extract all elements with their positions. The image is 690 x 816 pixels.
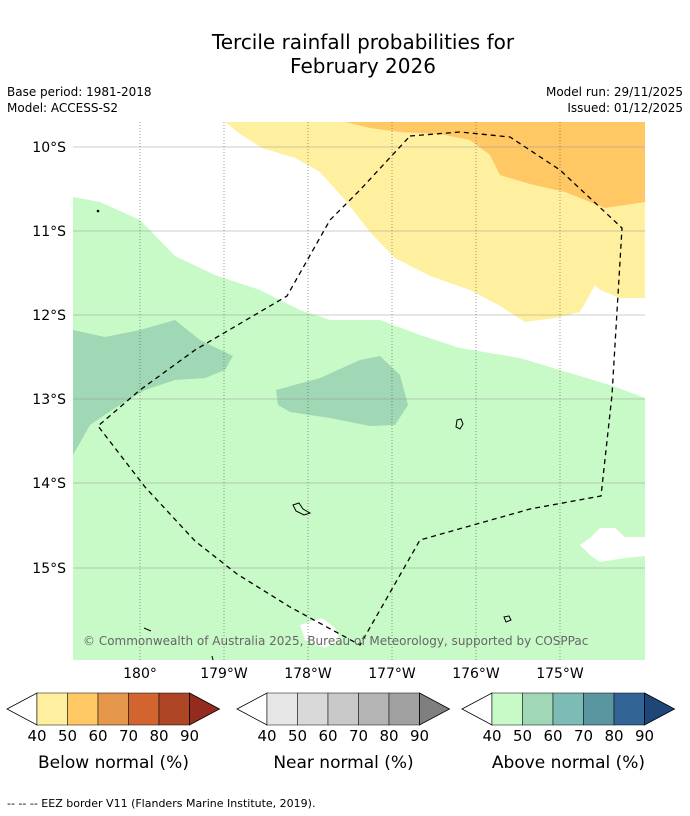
lat-label-10s: 10°S — [32, 140, 66, 156]
meta-right: Model run: 29/11/2025 Issued: 01/12/2025 — [546, 84, 683, 116]
lon-label-175w: 175°W — [536, 666, 584, 682]
tick-above-60: 60 — [543, 727, 563, 745]
colorbar-above-segment-60 — [552, 692, 584, 726]
title-line-1: Tercile rainfall probabilities for — [211, 30, 515, 54]
colorbar-below-high-extension — [189, 692, 221, 726]
above-normal-50-region-west — [73, 320, 233, 455]
tick-near-90: 90 — [409, 727, 430, 745]
longitude-labels: 180° 179°W 178°W 177°W 176°W 175°W — [123, 666, 584, 682]
tick-below-50: 50 — [57, 727, 78, 745]
colorbar-above-segment-80 — [613, 692, 645, 726]
colorbar-near-segment-70 — [358, 692, 390, 726]
colorbar-below-segment-50 — [67, 692, 99, 726]
colorbar-above-segment-40 — [491, 692, 523, 726]
tick-above-80: 80 — [604, 727, 624, 745]
eez-footnote: -- -- -- EEZ border V11 (Flanders Marine… — [7, 797, 316, 810]
tick-near-70: 70 — [348, 727, 369, 745]
below-normal-50-region — [345, 122, 645, 208]
lon-label-178w: 178°W — [284, 666, 332, 682]
model-name: Model: ACCESS-S2 — [7, 101, 119, 115]
issued-date: Issued: 01/12/2025 — [567, 101, 683, 115]
tick-near-40: 40 — [257, 727, 277, 745]
colorbar-above-high-extension — [644, 692, 676, 726]
latitude-labels: 10°S 11°S 12°S 13°S 14°S 15°S — [32, 140, 66, 577]
tick-below-70: 70 — [118, 727, 139, 745]
tick-near-60: 60 — [318, 727, 338, 745]
legend-above-label: Above normal (%) — [491, 753, 646, 773]
above-normal-50-region-center — [276, 356, 408, 426]
lat-label-14s: 14°S — [32, 476, 66, 492]
tick-near-80: 80 — [379, 727, 399, 745]
colorbar-above — [461, 692, 676, 726]
islands — [96, 209, 512, 661]
colorbar-near-high-extension — [419, 692, 451, 726]
colorbar-near — [236, 692, 451, 726]
tick-above-90: 90 — [634, 727, 655, 745]
meta-left: Base period: 1981-2018 Model: ACCESS-S2 — [7, 84, 152, 116]
islet-north — [96, 209, 100, 213]
island-west-edge — [143, 627, 152, 632]
colorbar-near-segment-80 — [388, 692, 420, 726]
tick-above-50: 50 — [512, 727, 533, 745]
lon-label-180: 180° — [123, 666, 157, 682]
lon-label-177w: 177°W — [368, 666, 416, 682]
colorbar-below-segment-60 — [97, 692, 129, 726]
forecast-map: 10°S 11°S 12°S 13°S 14°S 15°S 180° 179°W… — [32, 122, 645, 682]
title-line-2: February 2026 — [290, 54, 436, 78]
colorbar-near-segment-60 — [327, 692, 359, 726]
above-normal-40-region — [73, 197, 645, 660]
colorbar-near-segment-50 — [297, 692, 329, 726]
lat-label-12s: 12°S — [32, 308, 66, 324]
colorbar-below-segment-40 — [36, 692, 68, 726]
tick-below-60: 60 — [88, 727, 108, 745]
colorbar-below-low-extension — [6, 692, 38, 726]
lat-label-11s: 11°S — [32, 224, 66, 240]
colorbar-below — [6, 692, 221, 726]
white-pocket-south — [300, 618, 340, 648]
tick-below-40: 40 — [27, 727, 47, 745]
lon-label-176w: 176°W — [452, 666, 500, 682]
lat-label-13s: 13°S — [32, 392, 66, 408]
colorbar-above-low-extension — [461, 692, 493, 726]
tick-below-80: 80 — [149, 727, 169, 745]
tick-below-90: 90 — [179, 727, 200, 745]
lon-label-179w: 179°W — [200, 666, 248, 682]
island-niuafoou — [455, 418, 464, 430]
legend-colorbars — [6, 692, 676, 726]
colorbar-above-segment-70 — [583, 692, 615, 726]
legend-near-label: Near normal (%) — [273, 753, 414, 773]
islet-bottom — [211, 655, 214, 661]
legend-below-label: Below normal (%) — [38, 753, 189, 773]
island-wallis — [292, 502, 312, 516]
no-signal-region — [580, 528, 645, 562]
copyright-notice: © Commonwealth of Australia 2025, Bureau… — [83, 634, 588, 648]
tick-near-50: 50 — [287, 727, 308, 745]
model-run: Model run: 29/11/2025 — [545, 85, 683, 99]
base-period: Base period: 1981-2018 — [7, 85, 152, 99]
colorbar-above-segment-50 — [522, 692, 554, 726]
colorbar-near-segment-40 — [266, 692, 298, 726]
colorbar-near-low-extension — [236, 692, 268, 726]
tick-above-70: 70 — [573, 727, 594, 745]
colorbar-below-segment-80 — [158, 692, 190, 726]
tick-above-40: 40 — [482, 727, 502, 745]
island-small-south — [503, 615, 512, 623]
latitude-gridlines — [73, 146, 645, 569]
eez-border — [97, 131, 623, 646]
map-title: Tercile rainfall probabilities for Febru… — [0, 30, 690, 78]
lat-label-15s: 15°S — [32, 561, 66, 577]
colorbar-below-segment-70 — [128, 692, 160, 726]
